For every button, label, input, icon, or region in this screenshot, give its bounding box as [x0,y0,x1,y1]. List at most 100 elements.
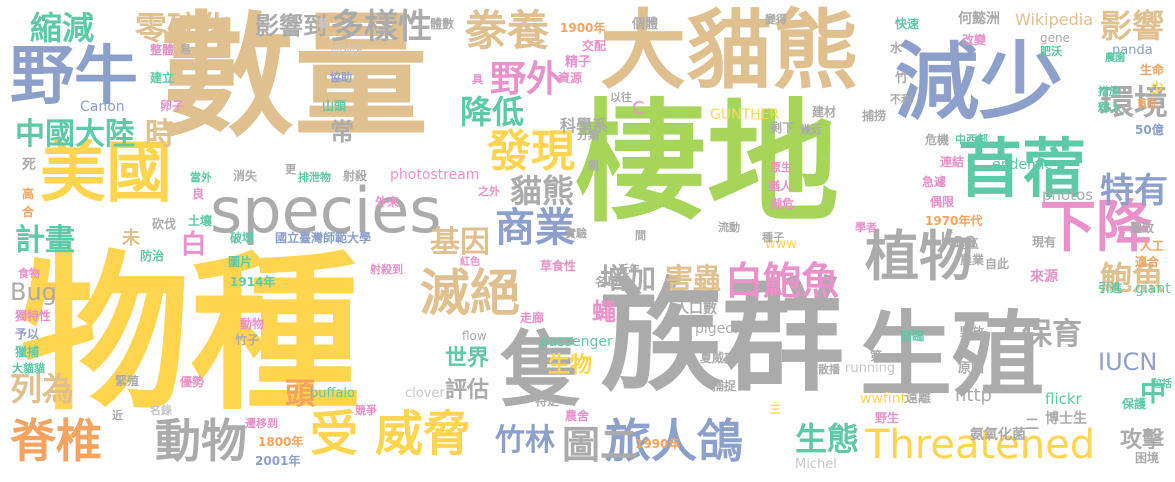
word-fertile: 肥沃 [1040,45,1062,58]
word-http: http [955,385,992,406]
word-existing: 現有 [1032,235,1057,249]
word-1900: 1900年 [560,21,606,35]
word-photos: photos [1042,186,1094,204]
word-become: 變得 [765,13,787,26]
word-panda-en: panda [1112,43,1153,58]
word-5-billion: 50億 [1135,123,1164,137]
word-influence: 影響 [1100,7,1165,45]
word-suffer: 遭致 [1130,221,1155,235]
word-receive: 受 [310,406,359,462]
word-control: 防治 [140,249,165,263]
word-scholar: 學者 [855,221,877,234]
word-migrate-to: 遷移到 [245,417,278,430]
word-population: 族群 [600,266,844,408]
word-specific: 特定 [535,394,560,408]
word-remaining: 剩下 [770,121,795,135]
word-suitable: 適合 [1135,255,1160,269]
word-evaluate: 評估 [445,378,490,403]
word-white-abalone: 白鮑魚 [725,259,840,303]
word-capture: 捕捉 [712,379,737,393]
word-he-yizhou: 何懿洲 [958,11,1000,27]
word-first: 第一 [870,349,895,363]
word-seed: 種子 [762,231,784,244]
word-panda: 貓熊 [510,172,575,210]
word-more: 更 [285,163,296,176]
word-release-wild: 野放 [960,325,985,339]
word-figure-two: 圖二 [562,423,639,467]
word-flickr: flickr [1045,390,1082,408]
word-corridor: 走廊 [520,311,545,325]
word-sperm: 精子 [565,55,592,70]
word-wwfint: wwfint [860,391,907,407]
word-farmhouse: 農舍 [565,409,590,423]
word-hawaii: 夏威夷 [700,351,737,365]
word-two: 二 [1025,417,1039,433]
word-individual: 個體 [632,17,659,32]
word-spread: 散播 [818,363,840,376]
word-1914: 1914年 [230,275,276,289]
word-building-material: 建材 [812,105,837,119]
word-listed-as: 列為 [10,370,75,408]
word-picture: 圖片 [228,255,253,269]
word-egg: 卵子 [160,99,185,113]
word-fast: 快速 [895,17,920,31]
word-native: 原生 [770,161,792,174]
word-flow: flow [462,329,487,343]
word-population-count: 人口數 [675,301,717,317]
word-vertebrate: 脊椎 [10,414,102,468]
word-protect: 保護 [1122,397,1147,411]
word-bamboo-char: 竹 [895,71,909,86]
word-reason: 原因 [958,361,985,376]
word-far-from: 遠離 [905,391,932,406]
word-clover-en: clover [405,386,445,401]
word-midwest: 中西部 [955,133,988,146]
word-few: 少 [1150,81,1164,97]
word-animal-small: 動物 [240,317,265,331]
word-shrink: 縮減 [30,9,95,47]
word-wildlife: 野生 [875,411,900,425]
word-water: 水 [890,41,903,55]
word-wwf: WWF [330,44,364,59]
word-clover: 苜蓿 [958,133,1086,207]
word-excrement: 排泄物 [298,171,331,184]
word-ammonia-bacteria: 氨氧化菌 [970,427,1026,443]
word-species-en: species [210,174,442,247]
word-change: 改變 [962,33,987,47]
word-wikipedia: Wikipedia [1015,10,1094,29]
word-artificial: 人工 [1140,239,1165,253]
word-mating: 交配 [582,39,607,53]
word-decline: 下降 [1040,195,1152,260]
word-mainland-china: 中國大陸 [15,117,135,152]
word-affect-to: 影響到 [255,12,327,40]
word-possess: 具 [472,73,483,86]
word-endemic-en: endemic [992,157,1053,173]
word-rapid: 急遽 [922,175,947,189]
word-passenger: passenger [540,334,613,350]
word-pest: 害蟲 [665,262,722,295]
word-give: 予以 [15,327,40,341]
word-experiment: 實驗 [565,227,587,240]
word-plan: 計畫 [15,223,75,258]
word-source: 來源 [1030,269,1058,285]
word-compete: 競爭 [355,404,377,417]
word-conservation: 保育 [1022,317,1082,352]
word-1990: 1990年 [635,437,681,451]
word-death: 死 [22,157,36,173]
word-herbivore: 草食性 [540,259,577,273]
word-breeding: 緊殖 [115,374,140,388]
word-advantage: 優勢 [180,375,205,389]
word-animal: 動物 [155,414,247,468]
word-since-then: 自此 [985,257,1010,271]
word-recent-years: 近年 [618,263,640,276]
word-discover: 發現 [487,126,575,177]
word-giant-panda: 大貓熊 [600,1,858,101]
word-previously: 以往 [610,91,632,104]
word-establish: 建立 [150,71,175,85]
word-fishing: 捕捞 [862,109,887,123]
word-good: 良 [192,187,205,201]
word-endangered: 瀕危 [770,197,795,211]
word-food: 食物 [18,267,40,280]
word-link: 連結 [940,155,965,169]
word-decrease: 減少 [895,33,1064,131]
word-koa: Koa [940,228,977,252]
